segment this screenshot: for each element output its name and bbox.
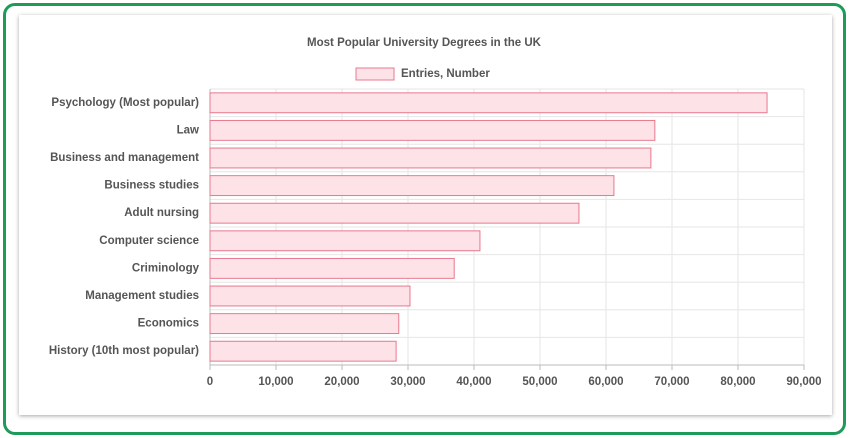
legend-swatch bbox=[355, 67, 395, 81]
y-tick-label: Management studies bbox=[85, 290, 199, 302]
y-tick-label: Adult nursing bbox=[124, 207, 199, 219]
bar bbox=[209, 230, 481, 252]
x-tick-label: 30,000 bbox=[390, 376, 425, 388]
bar bbox=[209, 119, 656, 141]
y-tick-label: Law bbox=[177, 124, 199, 136]
bar bbox=[209, 340, 397, 362]
x-tick-label: 0 bbox=[207, 376, 213, 388]
bar bbox=[209, 175, 615, 197]
bar bbox=[209, 92, 768, 114]
y-tick-label: Psychology (Most popular) bbox=[51, 97, 199, 109]
y-tick-label: Computer science bbox=[99, 235, 199, 247]
x-tick-label: 70,000 bbox=[654, 376, 689, 388]
bar bbox=[209, 285, 411, 307]
x-tick-label: 50,000 bbox=[522, 376, 557, 388]
y-tick-label: Criminology bbox=[132, 262, 200, 274]
x-tick-label: 10,000 bbox=[258, 376, 293, 388]
y-tick-label: Business studies bbox=[104, 180, 199, 192]
bar bbox=[209, 313, 400, 335]
x-tick-label: 90,000 bbox=[786, 376, 821, 388]
x-tick-label: 60,000 bbox=[588, 376, 623, 388]
bar bbox=[209, 202, 580, 224]
y-tick-label: Business and management bbox=[50, 152, 199, 164]
y-tick-label: Economics bbox=[138, 318, 199, 330]
legend-label: Entries, Number bbox=[401, 68, 490, 80]
bar bbox=[209, 147, 652, 169]
bar bbox=[209, 257, 455, 279]
chart-title: Most Popular University Degrees in the U… bbox=[307, 37, 542, 49]
y-tick-label: History (10th most popular) bbox=[49, 345, 199, 357]
x-tick-label: 20,000 bbox=[324, 376, 359, 388]
x-tick-label: 40,000 bbox=[456, 376, 491, 388]
x-tick-label: 80,000 bbox=[720, 376, 755, 388]
